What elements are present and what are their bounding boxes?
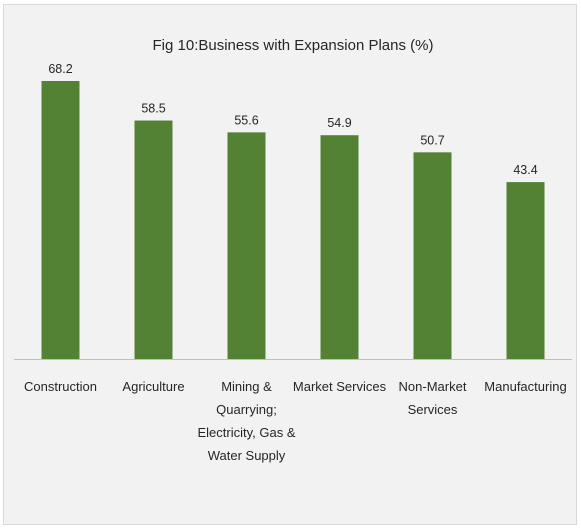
category-label-line: Market Services (293, 379, 387, 394)
category-labels-group: Construction Agriculture Mining & Quarrying… (24, 379, 567, 463)
data-label-2: 55.6 (234, 113, 258, 127)
category-label-line: Electricity, Gas & (197, 425, 295, 440)
bar-chart: Fig 10:Business with Expansion Plans (%)… (14, 37, 572, 463)
bar-5 (506, 182, 545, 359)
category-label-line: Construction (24, 379, 97, 394)
category-label-4: Non-Market Services (399, 379, 467, 417)
data-label-0: 68.2 (48, 62, 72, 76)
category-label-line: Mining & (221, 379, 272, 394)
data-label-4: 50.7 (420, 133, 444, 147)
category-label-line: Water Supply (208, 448, 286, 463)
bar-0 (41, 81, 80, 359)
category-label-line: Non-Market (399, 379, 467, 394)
bar-3 (320, 135, 359, 359)
chart-frame: Fig 10:Business with Expansion Plans (%)… (3, 4, 577, 525)
category-label-5: Manufacturing (484, 379, 566, 394)
category-label-line: Quarrying; (216, 402, 277, 417)
category-label-0: Construction (24, 379, 97, 394)
category-label-3: Market Services (293, 379, 387, 394)
category-label-line: Services (408, 402, 458, 417)
data-label-3: 54.9 (327, 116, 351, 130)
data-label-1: 58.5 (141, 102, 165, 116)
bar-4 (413, 152, 452, 359)
category-label-2: Mining & Quarrying; Electricity, Gas & Wate… (197, 379, 295, 463)
category-label-line: Agriculture (122, 379, 184, 394)
category-label-1: Agriculture (122, 379, 184, 394)
chart-title: Fig 10:Business with Expansion Plans (%) (153, 37, 434, 54)
bar-1 (134, 120, 173, 360)
bar-2 (227, 132, 266, 359)
bars-group (41, 81, 545, 360)
data-labels-group: 68.2 58.5 55.6 54.9 50.7 43.4 (48, 62, 537, 177)
category-label-line: Manufacturing (484, 379, 566, 394)
data-label-5: 43.4 (513, 163, 537, 177)
